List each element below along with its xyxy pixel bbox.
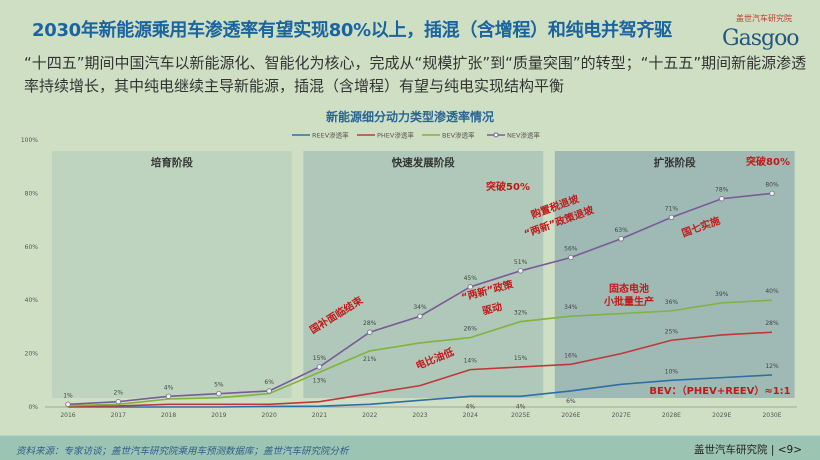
phase-band [554,151,795,398]
gasgoo-logo: 盖世汽车研究院 Gasgoo [722,14,814,60]
data-label: 6% [264,379,274,386]
phase-label: 培育阶段 [151,156,193,169]
data-point [367,329,373,335]
data-label: 14% [464,358,478,365]
data-point [467,284,473,290]
data-label: 51% [514,259,528,266]
y-tick-label: 100% [21,137,38,144]
data-label: 26% [464,326,478,333]
x-tick-label: 2021 [312,412,327,419]
lead-paragraph: “十四五”期间中国汽车以新能源化、智能化为核心，完成从“规模扩张”到“质量突围”… [24,54,807,95]
data-point [568,254,574,261]
data-label: 15% [514,355,528,362]
data-label: 15% [313,355,327,362]
data-label: 34% [413,304,427,311]
data-label: 4% [516,403,526,410]
source-note: 资料来源：专家访谈；盖世汽车研究院乘用车预测数据库；盖世汽车研究院分析 [16,446,349,457]
data-label: 25% [665,328,679,335]
data-point [517,268,524,274]
annotation: 小批量生产 [603,295,654,308]
data-label: 34% [564,304,578,311]
data-label: 28% [363,320,377,327]
legend-marker [493,132,499,138]
y-tick-label: 0% [28,404,38,411]
x-tick-label: 2028E [662,412,681,419]
data-point [65,401,71,408]
x-tick-label: 2018 [161,412,176,419]
x-tick-label: 2023 [412,412,427,419]
data-point [618,236,624,242]
data-label: 6% [566,398,576,405]
annotation: BEV：（PHEV+REEV）≈1:1 [649,384,790,397]
series-line-PHEV渗透率 [67,331,773,407]
data-label: 45% [464,275,478,282]
data-label: 78% [715,187,729,194]
annotation: 突破50% [486,180,530,193]
data-point [115,398,121,405]
annotation: 固态电池 [609,282,649,295]
x-tick-label: 2019 [211,412,226,419]
data-label: 16% [564,352,578,359]
logo-en: Gasgoo [722,26,800,51]
annotation: 突破80% [746,155,790,168]
y-tick-label: 60% [25,244,39,251]
data-point [417,313,423,319]
data-label: 10% [665,368,679,375]
data-label: 5% [214,382,224,389]
x-tick-label: 2025E [511,412,530,419]
x-tick-label: 2030E [762,412,781,419]
y-tick-label: 80% [25,190,39,197]
data-label: 4% [466,403,476,410]
phase-band [303,151,544,398]
x-tick-label: 2020 [262,412,277,419]
y-tick-label: 20% [25,351,39,358]
data-label: 56% [564,245,578,252]
data-label: 40% [765,288,779,295]
data-label: 39% [715,291,729,298]
logo-cn: 盖世汽车研究院 [736,14,792,23]
phase-band [51,151,292,398]
y-tick-label: 40% [25,297,39,304]
x-tick-label: 2027E [612,412,631,419]
data-label: 63% [614,227,628,234]
data-label: 12% [765,363,779,370]
page-title: 2030年新能源乘用车渗透率有望实现80%以上，插混（含增程）和纯电并驾齐驱 [32,20,672,41]
data-label: 1% [63,392,73,399]
data-point [769,190,775,197]
legend-label: REEV渗透率 [312,131,349,140]
phase-label: 快速发展阶段 [391,156,455,169]
data-label: 71% [665,205,679,212]
legend-label: NEV渗透率 [507,131,540,140]
data-point [266,388,272,394]
data-label: 4% [164,384,174,391]
data-label: 2% [114,390,124,397]
data-point [668,214,675,221]
series-line-BEV渗透率 [67,299,773,407]
series-line-REEV渗透率 [68,374,773,408]
x-tick-label: 2017 [111,412,126,419]
x-tick-label: 2024 [463,412,478,419]
data-point [165,393,172,400]
phase-label: 扩张阶段 [654,156,696,169]
footer: 资料来源：专家访谈；盖世汽车研究院乘用车预测数据库；盖世汽车研究院分析 盖世汽车… [0,435,820,460]
data-point [316,364,323,370]
data-label: 32% [514,310,528,317]
x-tick-label: 2029E [712,412,731,419]
legend-label: PHEV渗透率 [377,131,414,140]
legend-label: BEV渗透率 [442,131,475,140]
x-tick-label: 2026E [561,412,580,419]
x-tick-label: 2016 [60,412,75,419]
data-label: 80% [765,181,779,188]
org-page: 盖世汽车研究院 | <9> [694,444,802,456]
data-point [719,196,725,202]
x-tick-label: 2022 [362,412,377,419]
data-label: 36% [665,299,679,306]
data-label: 13% [313,377,327,384]
chart-title: 新能源细分动力类型渗透率情况 [325,110,494,124]
data-point [216,390,222,397]
data-label: 21% [363,356,377,363]
data-label: 28% [765,320,779,327]
